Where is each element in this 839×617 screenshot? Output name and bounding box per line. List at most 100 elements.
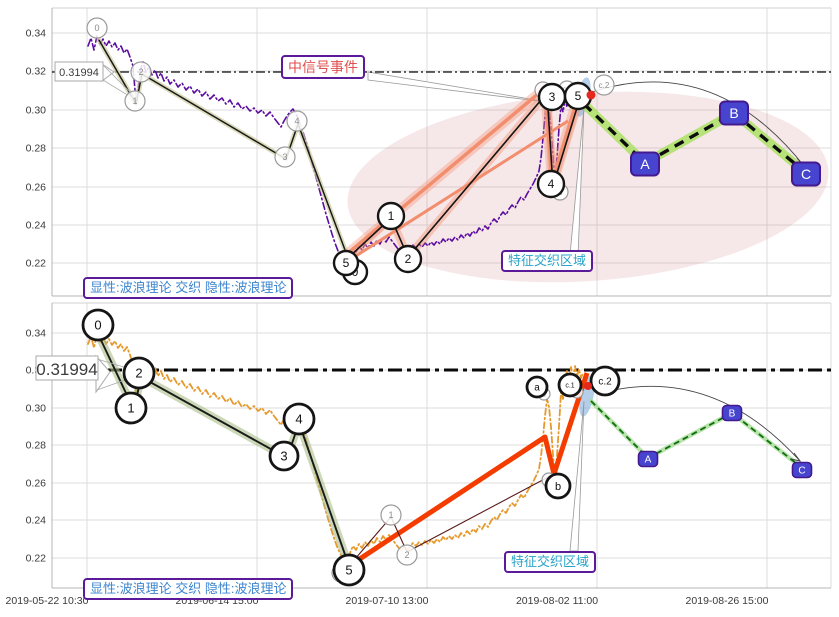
wave-marker-2 bbox=[393, 244, 423, 274]
wave-marker-5 bbox=[332, 553, 366, 587]
y-tick-label: 0.22 bbox=[26, 258, 47, 270]
wave-line-glow bbox=[588, 398, 804, 470]
price-line bbox=[87, 333, 584, 562]
marker-label-b: b bbox=[555, 481, 561, 493]
marker-label-5: 5 bbox=[343, 256, 350, 270]
marker-label-5: 5 bbox=[345, 563, 352, 578]
projection-node-B bbox=[719, 100, 749, 126]
callout-pointer bbox=[367, 71, 555, 104]
sub-wave-marker-c.2 bbox=[593, 74, 615, 96]
marker-label-1: 1 bbox=[132, 96, 137, 106]
projection-node-label-C: C bbox=[801, 166, 811, 182]
marker-label-2: 2 bbox=[138, 67, 143, 77]
marker-label-4: 4 bbox=[548, 177, 555, 191]
wave-line bbox=[582, 102, 808, 175]
y-tick-label: 0.30 bbox=[26, 403, 47, 415]
marker-label-c.2: c.2 bbox=[598, 377, 612, 388]
ref-price-box bbox=[54, 61, 104, 82]
sub-wave-marker-2 bbox=[130, 61, 152, 83]
marker-label-5: 5 bbox=[575, 89, 582, 103]
wave-marker-4 bbox=[536, 169, 566, 199]
projection-node-A bbox=[630, 151, 660, 177]
wave-marker-5 bbox=[332, 249, 360, 277]
wave-theory-legend-top: 显性:波浪理论 交织 隐性:波浪理论 bbox=[83, 277, 294, 299]
projection-arc bbox=[585, 81, 805, 167]
wave-marker-3 bbox=[268, 440, 300, 472]
marker-label-3: 3 bbox=[282, 152, 287, 162]
y-tick-label: 0.30 bbox=[26, 105, 47, 117]
y-tick-label: 0.34 bbox=[26, 328, 47, 340]
y-tick-label: 0.28 bbox=[26, 143, 47, 155]
signal-dot bbox=[584, 382, 592, 390]
marker-label-0: 0 bbox=[94, 318, 101, 333]
marker-label-a: a bbox=[534, 383, 540, 394]
x-tick-label: 2019-05-22 10:30 bbox=[6, 595, 89, 607]
wave-marker-a bbox=[525, 375, 549, 399]
marker-label-4: 4 bbox=[294, 116, 299, 126]
marker-label-4: 4 bbox=[295, 412, 302, 427]
x-tick-label: 2019-08-26 15:00 bbox=[686, 595, 769, 607]
y-tick-label: 0.32 bbox=[26, 66, 47, 78]
marker-label-c.2: c.2 bbox=[599, 81, 610, 90]
y-tick-label: 0.24 bbox=[26, 515, 47, 527]
y-tick-label: 0.26 bbox=[26, 182, 47, 194]
projection-node-label-C: C bbox=[798, 466, 805, 477]
wave-marker-b bbox=[544, 472, 572, 500]
y-tick-label: 0.26 bbox=[26, 478, 47, 490]
sub-wave-marker-1 bbox=[124, 90, 146, 112]
marker-label-2: 2 bbox=[405, 252, 412, 266]
ref-price-leader bbox=[102, 64, 135, 97]
x-tick-label: 2019-07-10 13:00 bbox=[346, 595, 429, 607]
projection-node-C bbox=[791, 161, 821, 187]
projection-node-label-B: B bbox=[729, 409, 736, 420]
sub-wave-marker-0 bbox=[86, 17, 108, 39]
sub-wave-marker-2 bbox=[396, 544, 418, 566]
wave-marker-c.1 bbox=[557, 372, 583, 398]
wave-marker-4 bbox=[282, 402, 316, 436]
signal-event-label: 中信号事件 bbox=[281, 55, 365, 79]
y-tick-label: 0.34 bbox=[26, 28, 47, 40]
wave-line bbox=[347, 372, 590, 569]
projection-node-label-B: B bbox=[729, 105, 738, 121]
y-tick-label: 0.28 bbox=[26, 440, 47, 452]
sub-wave-marker-4 bbox=[286, 110, 308, 132]
marker-label-0: 0 bbox=[94, 23, 99, 33]
arc-arrowhead bbox=[790, 452, 802, 462]
feature-zone-label-bottom: 特征交织区域 bbox=[504, 551, 597, 573]
marker-label-1: 1 bbox=[127, 401, 134, 416]
ref-price-value: 0.31994 bbox=[59, 67, 99, 79]
projection-node-label-A: A bbox=[640, 156, 650, 172]
panel-top: 0.34 0.32 0.30 0.28 0.26 0.24 0.22 0.31994 0 1 2 3 4… bbox=[26, 7, 832, 297]
wave-marker-c.2 bbox=[589, 365, 621, 397]
projection-node-A bbox=[637, 450, 659, 468]
marker-label-c.1: c.1 bbox=[565, 382, 574, 389]
wave-line bbox=[348, 473, 555, 567]
ref-price-box bbox=[35, 355, 99, 381]
wave-line bbox=[350, 119, 569, 261]
projection-node-label-A: A bbox=[645, 455, 652, 466]
projection-node-B bbox=[721, 404, 743, 422]
y-tick-label: 0.24 bbox=[26, 220, 47, 232]
wave-theory-legend-bottom: 显性:波浪理论 交织 隐性:波浪理论 bbox=[83, 578, 294, 600]
signal-dot bbox=[586, 90, 596, 100]
wave-marker-2 bbox=[122, 356, 156, 390]
wave-marker-1 bbox=[114, 391, 148, 425]
projection-node-C bbox=[791, 461, 813, 479]
feature-zone-label-top: 特征交织区域 bbox=[501, 250, 594, 272]
marker-label-2: 2 bbox=[135, 366, 142, 381]
wave-marker-0 bbox=[81, 308, 115, 342]
x-tick-label: 2019-08-02 11:00 bbox=[516, 595, 598, 607]
marker-label-2: 2 bbox=[404, 550, 409, 560]
panel-bottom: 0.340.320.300.280.260.240.220.3199401234… bbox=[26, 302, 832, 589]
sub-wave-marker-3 bbox=[274, 146, 296, 168]
projection-arc bbox=[600, 385, 801, 462]
marker-label-1: 1 bbox=[388, 510, 393, 520]
ref-price-value: 0.31994 bbox=[36, 360, 97, 379]
marker-label-3: 3 bbox=[549, 90, 556, 104]
wave-line bbox=[590, 400, 802, 468]
wave-marker-1 bbox=[376, 201, 406, 231]
marker-label-1: 1 bbox=[388, 209, 395, 223]
y-tick-label: 0.22 bbox=[26, 553, 47, 565]
